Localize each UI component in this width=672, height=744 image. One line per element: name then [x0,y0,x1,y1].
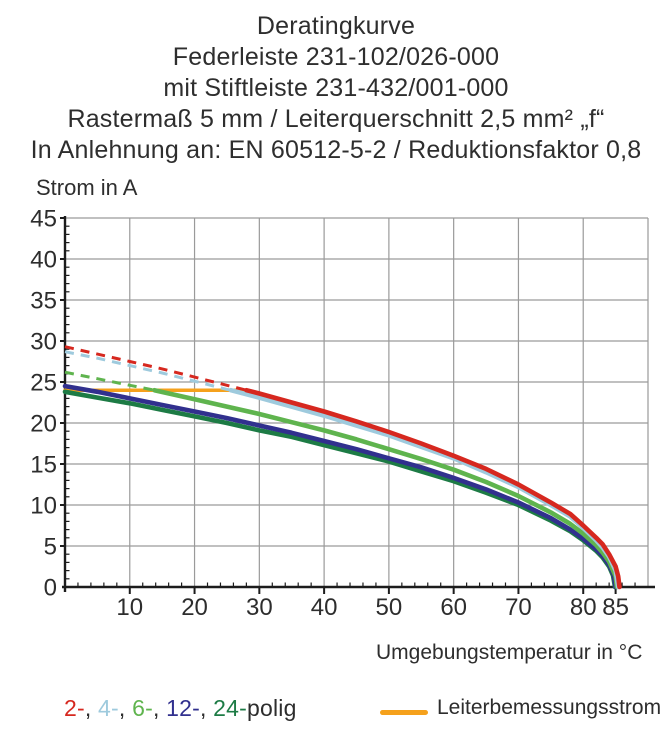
x-tick-label: 70 [505,594,532,621]
y-tick-label: 10 [30,493,57,520]
legend-separator: , [199,695,214,721]
legend-pole-4: 4- [98,695,119,721]
legend-separator: , [84,695,99,721]
y-tick-label: 30 [30,329,57,356]
chart-title-block: Deratingkurve Federleiste 231-102/026-00… [0,11,672,166]
legend-pole-counts: 2-, 4-, 6-, 12-, 24-polig [64,695,297,722]
title-line-2: Federleiste 231-102/026-000 [172,43,500,71]
legend-pole-12: 12- [166,695,200,721]
x-tick-label: 30 [246,594,273,621]
curve-6-polig [152,387,620,590]
x-tick-label: 60 [440,594,467,621]
title-line-4: Rastermaß 5 mm / Leiterquerschnitt 2,5 m… [67,105,605,133]
major-ticks [60,217,617,594]
x-tick-label: 85 [602,594,629,621]
title-line-1: Deratingkurve [256,12,416,40]
y-tick-label: 5 [44,534,57,561]
title-line-5: In Anlehnung an: EN 60512-5-2 / Reduktio… [30,136,642,164]
y-tick-label: 15 [30,452,57,479]
rated-current-legend-label: Leiterbemessungsstrom [437,696,662,719]
y-tick-label: 45 [30,206,57,233]
y-tick-labels: 0 5 10 15 20 25 30 35 40 45 [30,206,57,602]
curve-2-polig-dashed [64,345,247,392]
rated-current-legend-swatch [380,710,428,715]
curve-2-polig [244,387,622,590]
x-axis-label: Umgebungstemperatur in °C [376,641,643,664]
axes-lines [62,216,655,592]
curve-4-polig-dashed [64,350,232,392]
title-line-3: mit Stiftleiste 231-432/001-000 [163,74,509,102]
y-tick-label: 40 [30,247,57,274]
legend-pole-6: 6- [132,695,153,721]
curve-12-polig [62,383,618,590]
y-tick-label: 35 [30,288,57,315]
x-tick-labels: 10 20 30 40 50 60 70 80 85 [116,594,629,621]
legend-separator: , [152,695,167,721]
legend-separator: , [118,695,133,721]
legend-pole-24: 24- [213,695,248,721]
x-tick-label: 40 [311,594,338,621]
y-tick-label: 0 [44,575,57,602]
curve-6-polig-dashed [64,370,155,392]
x-tick-label: 10 [116,594,143,621]
legend-pole-2: 2- [64,695,85,721]
y-axis-label: Strom in A [36,175,138,200]
x-tick-label: 80 [570,594,597,621]
legend-pole-suffix: polig [247,695,297,721]
y-tick-label: 20 [30,411,57,438]
x-tick-label: 20 [181,594,208,621]
x-tick-label: 50 [376,594,403,621]
y-tick-label: 25 [30,370,57,397]
